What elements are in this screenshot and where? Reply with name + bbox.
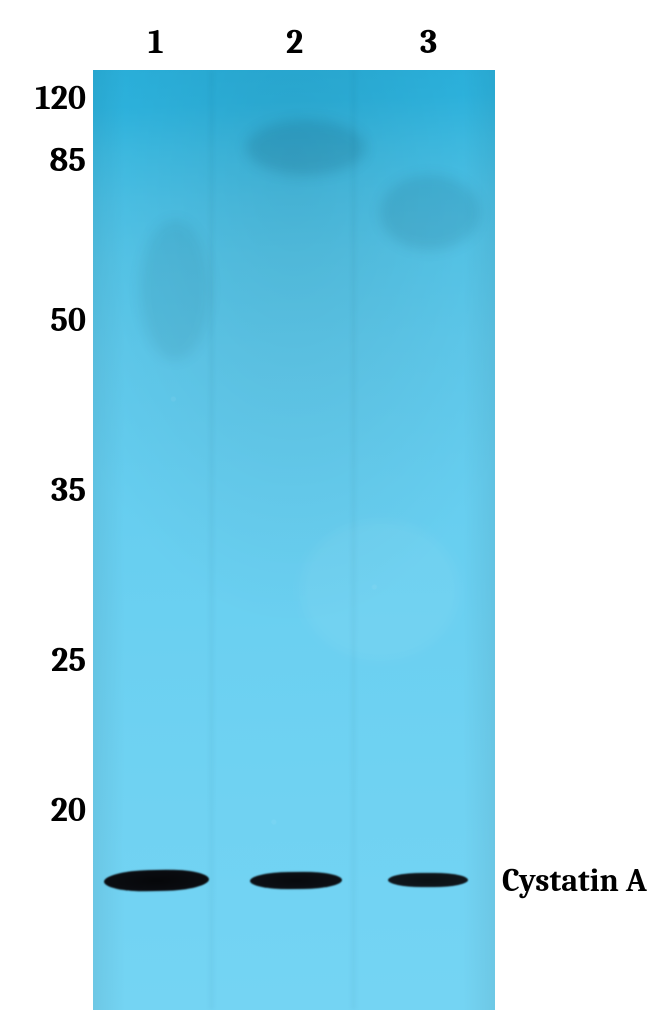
lane-header-1: 1 [148,22,164,62]
blot-smudge [380,175,480,250]
lane-header-2: 2 [286,22,303,62]
blot-membrane [93,70,495,1010]
lane-header-3: 3 [420,22,437,62]
mw-marker-85: 85 [0,140,86,180]
blot-smudge [300,520,460,660]
band-lane-2 [250,871,342,889]
mw-marker-35: 35 [0,470,86,510]
mw-marker-50: 50 [0,300,86,340]
band-lane-3 [388,873,468,887]
blot-streak [210,70,213,1010]
blot-smudge [246,120,366,175]
blot-streak [352,70,355,1010]
western-blot-figure: 1 2 3 120 85 50 35 25 20 Cystatin A [0,0,650,1031]
blot-smudge [140,220,210,360]
protein-name-label: Cystatin A [502,862,647,899]
band-lane-1 [103,868,209,891]
mw-marker-120: 120 [0,78,86,118]
mw-marker-25: 25 [0,640,86,680]
mw-marker-20: 20 [0,790,86,830]
